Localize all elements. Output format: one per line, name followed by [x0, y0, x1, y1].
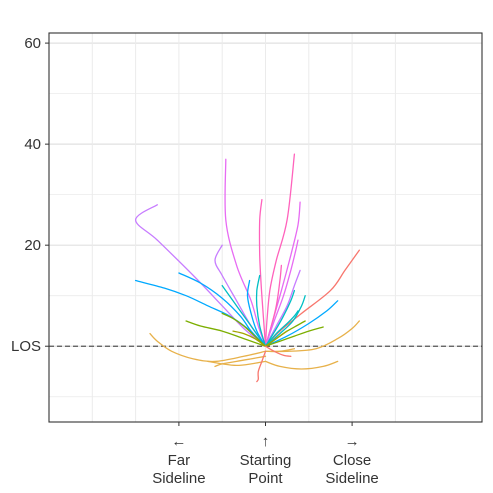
x-tick-label: Sideline	[325, 470, 378, 487]
route-line-8	[264, 239, 299, 347]
route-line-19	[264, 295, 306, 347]
route-line-10	[264, 249, 360, 347]
route-line-5	[258, 199, 267, 347]
x-tick-label: Starting	[240, 452, 292, 469]
route-line-20	[185, 320, 267, 347]
x-tick-arrow: →	[345, 433, 360, 450]
y-tick-label: 40	[24, 136, 41, 153]
y-axis-ticks: 60 40 20 LOS	[11, 35, 49, 355]
x-tick-label: Close	[333, 452, 371, 469]
x-tick-label: Sideline	[152, 470, 205, 487]
route-line-15	[255, 274, 267, 347]
route-line-12	[178, 272, 267, 347]
route-line-3	[224, 158, 267, 347]
route-line-14	[246, 279, 267, 347]
route-line-30	[214, 355, 267, 368]
route-line-29	[264, 360, 339, 370]
route-line-18	[264, 289, 296, 347]
y-tick-label: 60	[24, 35, 41, 52]
route-line-31	[264, 348, 296, 353]
x-tick-label: Point	[248, 470, 283, 487]
route-line-21	[221, 312, 267, 347]
route-line-13	[221, 284, 267, 347]
route-line-27	[264, 320, 360, 353]
route-line-32	[256, 350, 267, 383]
route-line-9	[264, 269, 301, 347]
route-line-17	[264, 300, 339, 347]
x-tick-arrow: ←	[171, 433, 186, 450]
route-line-28	[207, 360, 267, 367]
y-tick-label: 20	[24, 237, 41, 254]
route-series	[134, 153, 360, 383]
route-line-16	[264, 310, 299, 347]
route-line-24	[232, 330, 267, 347]
route-line-22	[264, 326, 324, 347]
route-line-33	[264, 345, 292, 357]
x-tick-label: Far	[168, 452, 191, 469]
route-line-4	[264, 153, 296, 347]
route-line-25	[264, 330, 288, 347]
y-tick-label: LOS	[11, 338, 41, 355]
route-line-1	[134, 204, 267, 347]
x-tick-arrow: ↑	[262, 433, 270, 450]
route-line-26	[149, 332, 267, 363]
